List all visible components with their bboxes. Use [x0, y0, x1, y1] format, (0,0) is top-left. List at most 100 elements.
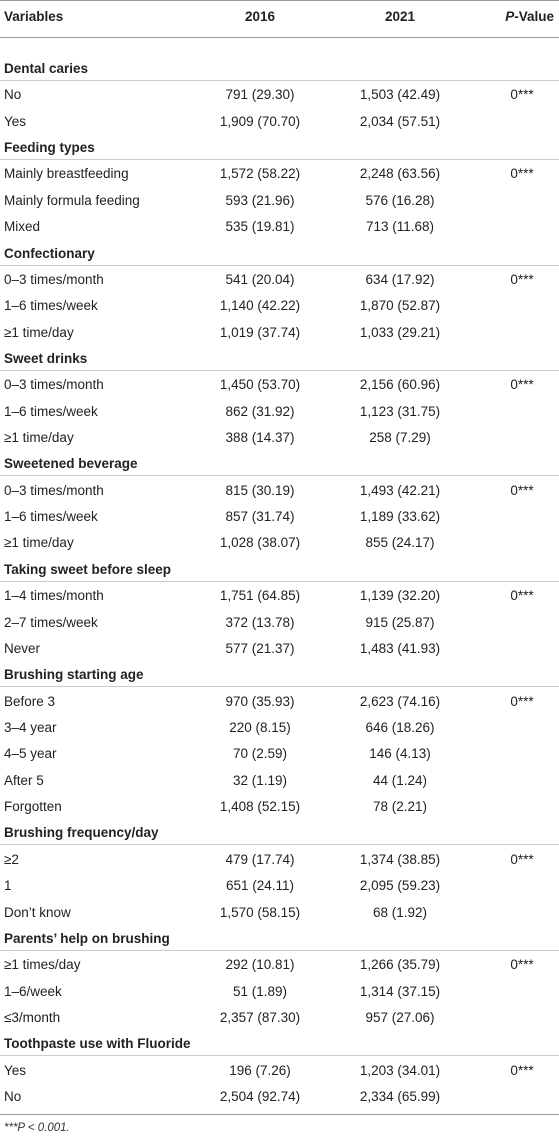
value-2021: 576 (16.28)	[365, 192, 435, 208]
p-value: 0***	[510, 1062, 534, 1078]
top-rule	[0, 0, 559, 1]
value-2021: 258 (7.29)	[369, 430, 431, 446]
value-2016: 479 (17.74)	[225, 851, 295, 867]
section-rule	[0, 264, 559, 266]
section-title: Sweetened beverage	[4, 456, 138, 472]
value-2021: 2,095 (59.23)	[359, 878, 441, 894]
row-label: No	[4, 87, 22, 103]
section-rule	[0, 1055, 559, 1057]
value-2016: 1,019 (37.74)	[219, 324, 301, 340]
section-rule	[0, 844, 559, 846]
p-value: 0***	[510, 166, 534, 182]
value-2016: 32 (1.19)	[232, 772, 288, 788]
row-label: Never	[4, 640, 41, 656]
header-cell: 2016	[244, 9, 276, 24]
value-2021: 1,870 (52.87)	[359, 298, 441, 314]
row-label: Mixed	[4, 219, 41, 235]
row-label: ≥1 times/day	[4, 957, 81, 973]
section-title: Brushing frequency/day	[4, 825, 159, 841]
value-2021: 2,623 (74.16)	[359, 693, 441, 709]
value-2016: 857 (31.74)	[225, 509, 295, 525]
value-2016: 2,357 (87.30)	[219, 1009, 301, 1025]
row-label: Mainly formula feeding	[4, 192, 140, 208]
p-value: 0***	[510, 377, 534, 393]
value-2016: 535 (19.81)	[225, 219, 295, 235]
row-label: Yes	[4, 1062, 27, 1078]
value-2021: 713 (11.68)	[365, 219, 435, 235]
value-2021: 2,334 (65.99)	[359, 1089, 441, 1105]
section-rule	[0, 369, 559, 371]
value-2016: 388 (14.37)	[225, 430, 295, 446]
section-rule	[0, 80, 559, 81]
row-label: 0–3 times/month	[4, 482, 104, 498]
p-value: 0***	[510, 87, 534, 103]
section-rule	[0, 159, 559, 161]
value-2021: 1,189 (33.62)	[359, 509, 441, 525]
value-2016: 577 (21.37)	[225, 640, 295, 656]
row-label: ≤3/month	[4, 1009, 61, 1025]
value-2021: 146 (4.13)	[369, 746, 431, 762]
value-2021: 1,374 (38.85)	[359, 851, 441, 867]
row-label: 0–3 times/month	[4, 377, 104, 393]
value-2016: 220 (8.15)	[229, 720, 291, 735]
section-rule	[0, 686, 559, 688]
value-2016: 1,909 (70.70)	[219, 113, 301, 129]
value-2021: 2,156 (60.96)	[359, 377, 441, 393]
row-label: ≥2	[4, 851, 19, 867]
row-label: Yes	[4, 113, 27, 129]
value-2021: 2,034 (57.51)	[359, 113, 441, 129]
p-value: 0***	[510, 851, 534, 867]
value-2021: 915 (25.87)	[365, 614, 435, 630]
value-2016: 1,140 (42.22)	[219, 298, 301, 314]
value-2016: 1,572 (58.22)	[219, 166, 301, 182]
value-2016: 970 (35.93)	[225, 693, 295, 709]
value-2016: 1,751 (64.85)	[219, 588, 301, 604]
section-title: Taking sweet before sleep	[4, 561, 172, 577]
section-title: Toothpaste use with Fluoride	[4, 1036, 191, 1052]
value-2021: 957 (27.06)	[365, 1009, 435, 1025]
row-label: ≥1 time/day	[4, 430, 74, 446]
value-2021: 68 (1.92)	[372, 904, 428, 920]
section-title: Sweet drinks	[4, 350, 88, 366]
section-rule	[0, 580, 559, 582]
p-value: 0***	[510, 957, 534, 973]
value-2021: 1,139 (32.20)	[359, 588, 441, 604]
header-cell: 2021	[384, 9, 416, 24]
row-label: Before 3	[4, 693, 56, 709]
value-2021: 855 (24.17)	[365, 535, 435, 551]
value-2016: 593 (21.96)	[225, 192, 295, 208]
value-2021: 44 (1.24)	[372, 772, 428, 788]
value-2016: 651 (24.11)	[225, 878, 295, 894]
value-2021: 1,266 (35.79)	[359, 957, 441, 973]
section-title: Brushing starting age	[4, 667, 144, 683]
row-label: 4–5 year	[4, 746, 57, 762]
p-value: 0***	[510, 588, 534, 604]
section-title: Feeding types	[4, 140, 95, 156]
header-cell: P-Value	[505, 9, 554, 24]
value-2016: 70 (2.59)	[232, 746, 288, 762]
row-label: 2–7 times/week	[4, 614, 98, 630]
section-rule	[0, 949, 559, 951]
row-label: 0–3 times/month	[4, 271, 104, 287]
row-label: Mainly breastfeeding	[4, 166, 129, 182]
value-2016: 292 (10.81)	[225, 957, 295, 973]
bottom-rule	[0, 1114, 559, 1115]
value-2016: 815 (30.19)	[225, 482, 295, 498]
row-label: No	[4, 1089, 22, 1105]
value-2021: 1,314 (37.15)	[359, 983, 441, 999]
p-value: 0***	[510, 482, 534, 498]
value-2016: 196 (7.26)	[229, 1062, 291, 1078]
value-2021: 1,493 (42.21)	[359, 482, 441, 498]
value-2016: 372 (13.78)	[225, 614, 295, 630]
value-2021: 646 (18.26)	[365, 720, 435, 735]
value-2016: 791 (29.30)	[225, 87, 295, 103]
row-label: 1–6 times/week	[4, 298, 98, 314]
row-label: After 5	[4, 772, 44, 788]
row-label: 1	[4, 878, 12, 894]
footnote: ***P < 0.001.	[4, 1122, 70, 1134]
p-value: 0***	[510, 693, 534, 709]
row-label: ≥1 time/day	[4, 324, 74, 340]
value-2021: 2,248 (63.56)	[359, 166, 441, 182]
row-label: 1–6 times/week	[4, 403, 98, 419]
